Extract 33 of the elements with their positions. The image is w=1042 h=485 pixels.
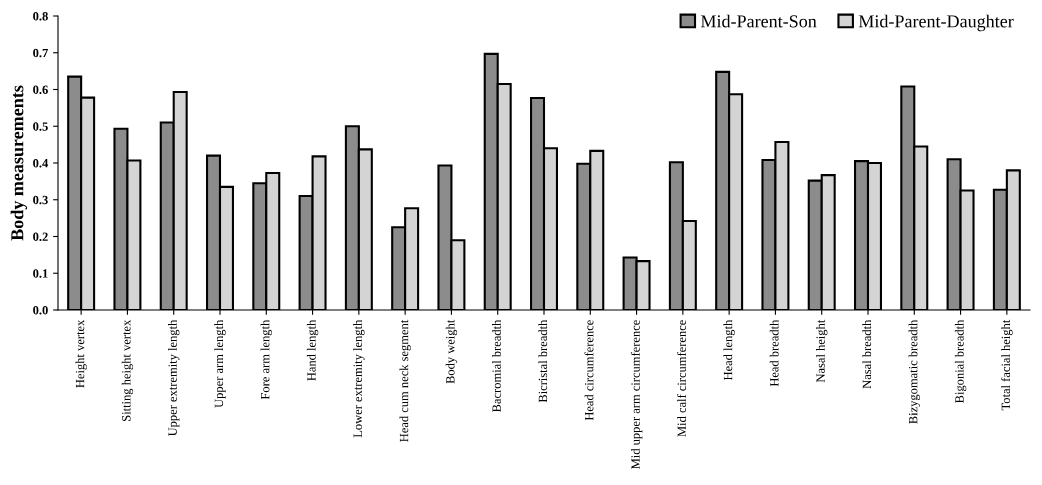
y-axis-title: Body measurements	[10, 85, 28, 241]
x-tick-label: Head length	[723, 319, 735, 381]
y-tick-label: 0.3	[33, 195, 48, 205]
x-tick-label: Upper extremity length	[168, 319, 180, 437]
legend-label: Mid-Parent-Daughter	[858, 14, 1014, 32]
x-tick-label: Body weight	[445, 319, 458, 384]
y-tick-label: 0.0	[33, 306, 48, 315]
x-tick-label: Bicristal breadth	[538, 319, 548, 403]
y-tick-label: 0.5	[33, 122, 48, 131]
x-tick-label: Sitting height vertex	[121, 319, 134, 421]
x-tick-label: Head cum neck segment	[399, 319, 411, 442]
x-tick-label: Mid upper arm circumference	[630, 320, 643, 469]
legend-label: Mid-Parent-Son	[700, 14, 817, 28]
y-tick-label: 0.2	[33, 232, 48, 242]
x-tick-label: Fore arm length	[260, 319, 272, 400]
x-tick-label: Nasal height	[816, 319, 828, 383]
x-tick-label: Bizygomatic breadth	[908, 319, 920, 424]
y-tick-label: 0.8	[33, 12, 48, 21]
x-tick-label: Head breadth	[769, 319, 779, 387]
y-tick-label: 0.1	[33, 269, 48, 278]
x-tick-label: Total facial height	[1001, 319, 1013, 411]
x-tick-label: Nasal breadth	[862, 319, 872, 389]
y-tick-label: 0.7	[33, 48, 48, 58]
x-tick-label: Height vertex	[75, 319, 87, 388]
x-tick-label: Bacromial breadth	[492, 319, 501, 413]
x-tick-label: Upper arm length	[214, 319, 226, 408]
y-tick-label: 0.4	[33, 159, 49, 168]
x-tick-label: Lower extremity length	[353, 319, 365, 438]
x-tick-label: Hand length	[306, 319, 319, 381]
x-tick-label: Head circumference	[584, 320, 594, 421]
x-tick-label: Bigonial breadth	[954, 319, 967, 404]
x-tick-label: Mid calf circumference	[677, 320, 686, 437]
y-tick-label: 0.6	[33, 85, 48, 95]
